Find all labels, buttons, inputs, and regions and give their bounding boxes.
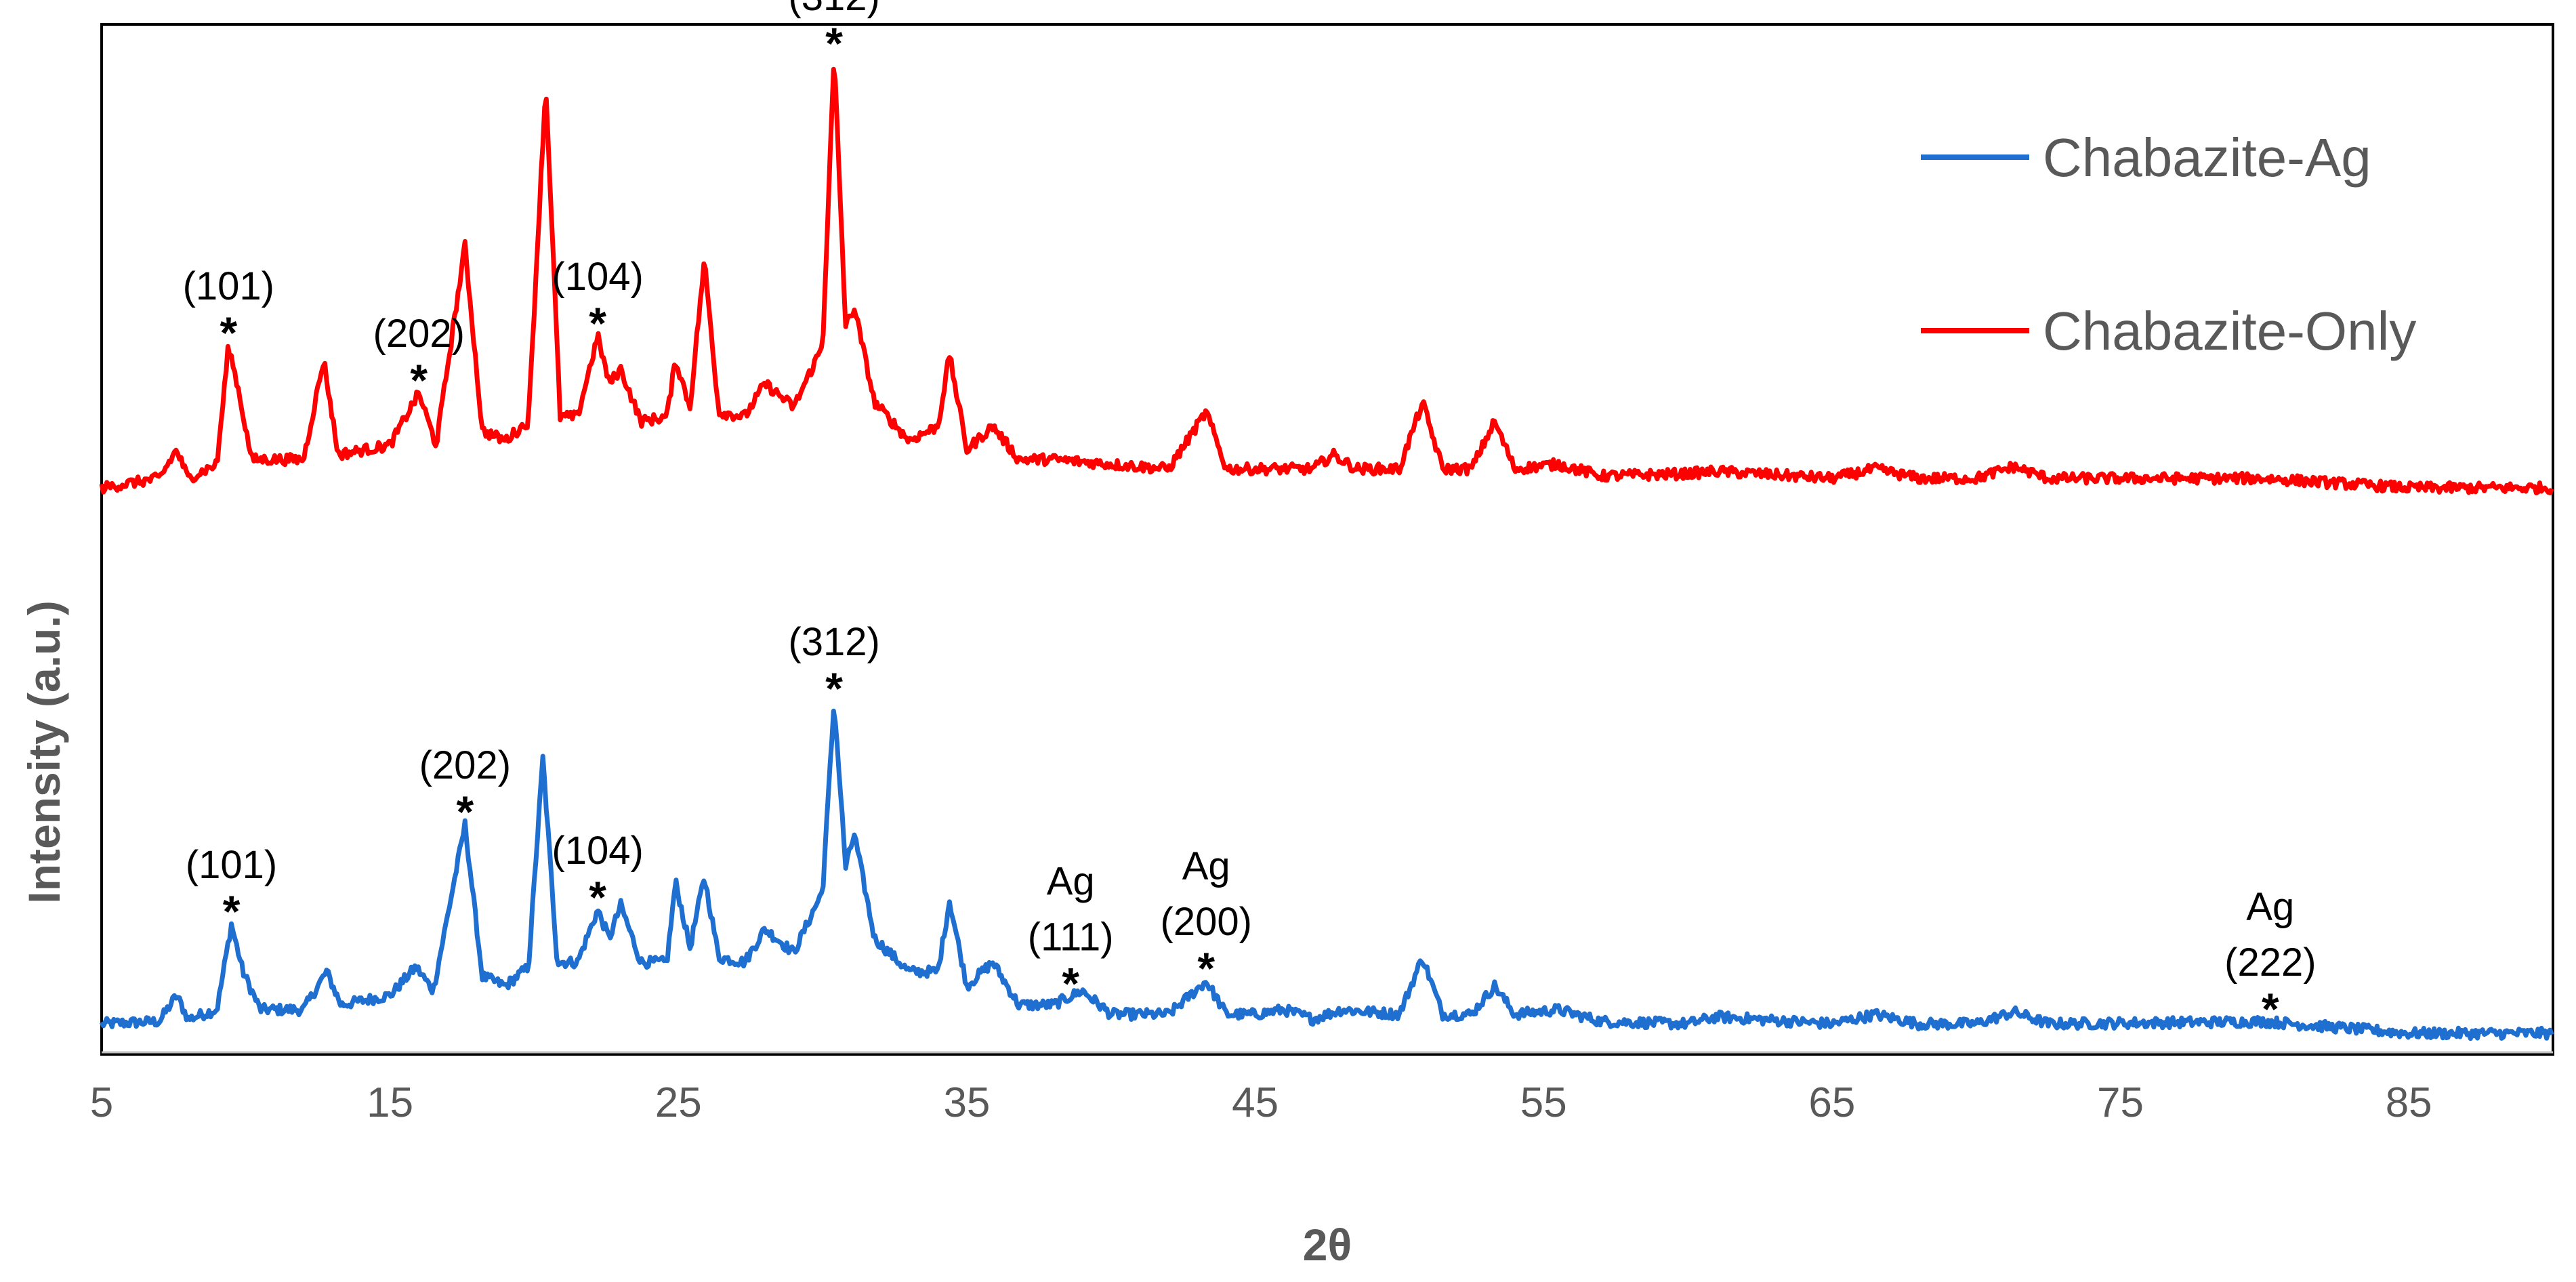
peak-label: (101) (186, 843, 277, 887)
x-tick-label: 35 (943, 1079, 990, 1126)
x-tick-label: 15 (367, 1079, 413, 1126)
peak-marker-asterisk: * (2262, 984, 2279, 1034)
peak-label: (222) (2224, 940, 2316, 985)
peak-annotation: * Ag (222) (2224, 885, 2316, 1034)
peak-marker-asterisk: * (589, 298, 606, 348)
peak-marker-asterisk: * (825, 663, 843, 714)
peak-marker-asterisk: * (410, 355, 428, 405)
x-tick-label: 55 (1520, 1079, 1567, 1126)
peak-label: Ag (1182, 844, 1230, 888)
peak-annotation: *(104) (552, 829, 643, 922)
x-tick-label: 25 (655, 1079, 702, 1126)
peak-label: (202) (373, 312, 465, 356)
peak-marker-asterisk: * (825, 18, 843, 68)
peak-annotation: *(101) (186, 843, 277, 936)
peak-annotation: * Ag (111) (1028, 859, 1114, 1008)
x-tick-label: 5 (90, 1079, 113, 1126)
annotation-layer: *(101)*(202)*(104)*(312)*(101)*(202)*(10… (183, 0, 2317, 1034)
peak-annotation: *(312) (788, 0, 879, 68)
x-tick-label: 75 (2097, 1079, 2144, 1126)
peak-marker-asterisk: * (220, 308, 237, 358)
peak-label: (104) (552, 255, 643, 299)
peak-annotation: *(312) (788, 620, 879, 714)
series-line-chabazite-only (99, 66, 2554, 495)
series-line-chabazite-ag (99, 708, 2554, 1041)
x-axis-title: 2θ (1303, 1220, 1352, 1270)
peak-annotation: *(202) (419, 743, 511, 837)
peak-marker-asterisk: * (589, 872, 606, 922)
x-tick-label: 65 (1808, 1079, 1855, 1126)
peak-marker-asterisk: * (223, 886, 241, 936)
peak-annotation: *(202) (373, 312, 465, 405)
legend: Chabazite-Ag Chabazite-Only (1921, 127, 2416, 361)
peak-label: Ag (2246, 885, 2294, 929)
x-tick-label: 45 (1232, 1079, 1279, 1126)
peak-label: (200) (1161, 900, 1252, 944)
plot-area-frame (100, 23, 2554, 1056)
peak-label: Ag (1047, 859, 1095, 903)
peak-label: (111) (1028, 915, 1114, 959)
peak-marker-asterisk: * (1197, 943, 1215, 993)
x-axis-ticks: 5 15 25 35 45 55 65 75 85 (90, 1079, 2432, 1126)
peak-annotation: * Ag (200) (1161, 844, 1252, 993)
peak-label: (202) (419, 743, 511, 787)
peak-label: (312) (788, 0, 879, 19)
peak-label: (312) (788, 620, 879, 664)
y-axis-title: Intensity (a.u.) (19, 600, 69, 903)
peak-annotation: *(104) (552, 255, 643, 348)
peak-marker-asterisk: * (1062, 958, 1079, 1008)
legend-label: Chabazite-Only (2043, 301, 2416, 361)
peak-annotation: *(101) (183, 264, 274, 358)
x-tick-label: 85 (2386, 1079, 2432, 1126)
series-layer (99, 66, 2554, 1041)
peak-marker-asterisk: * (456, 787, 474, 837)
peak-label: (101) (183, 264, 274, 308)
legend-label: Chabazite-Ag (2043, 127, 2371, 188)
peak-label: (104) (552, 829, 643, 873)
